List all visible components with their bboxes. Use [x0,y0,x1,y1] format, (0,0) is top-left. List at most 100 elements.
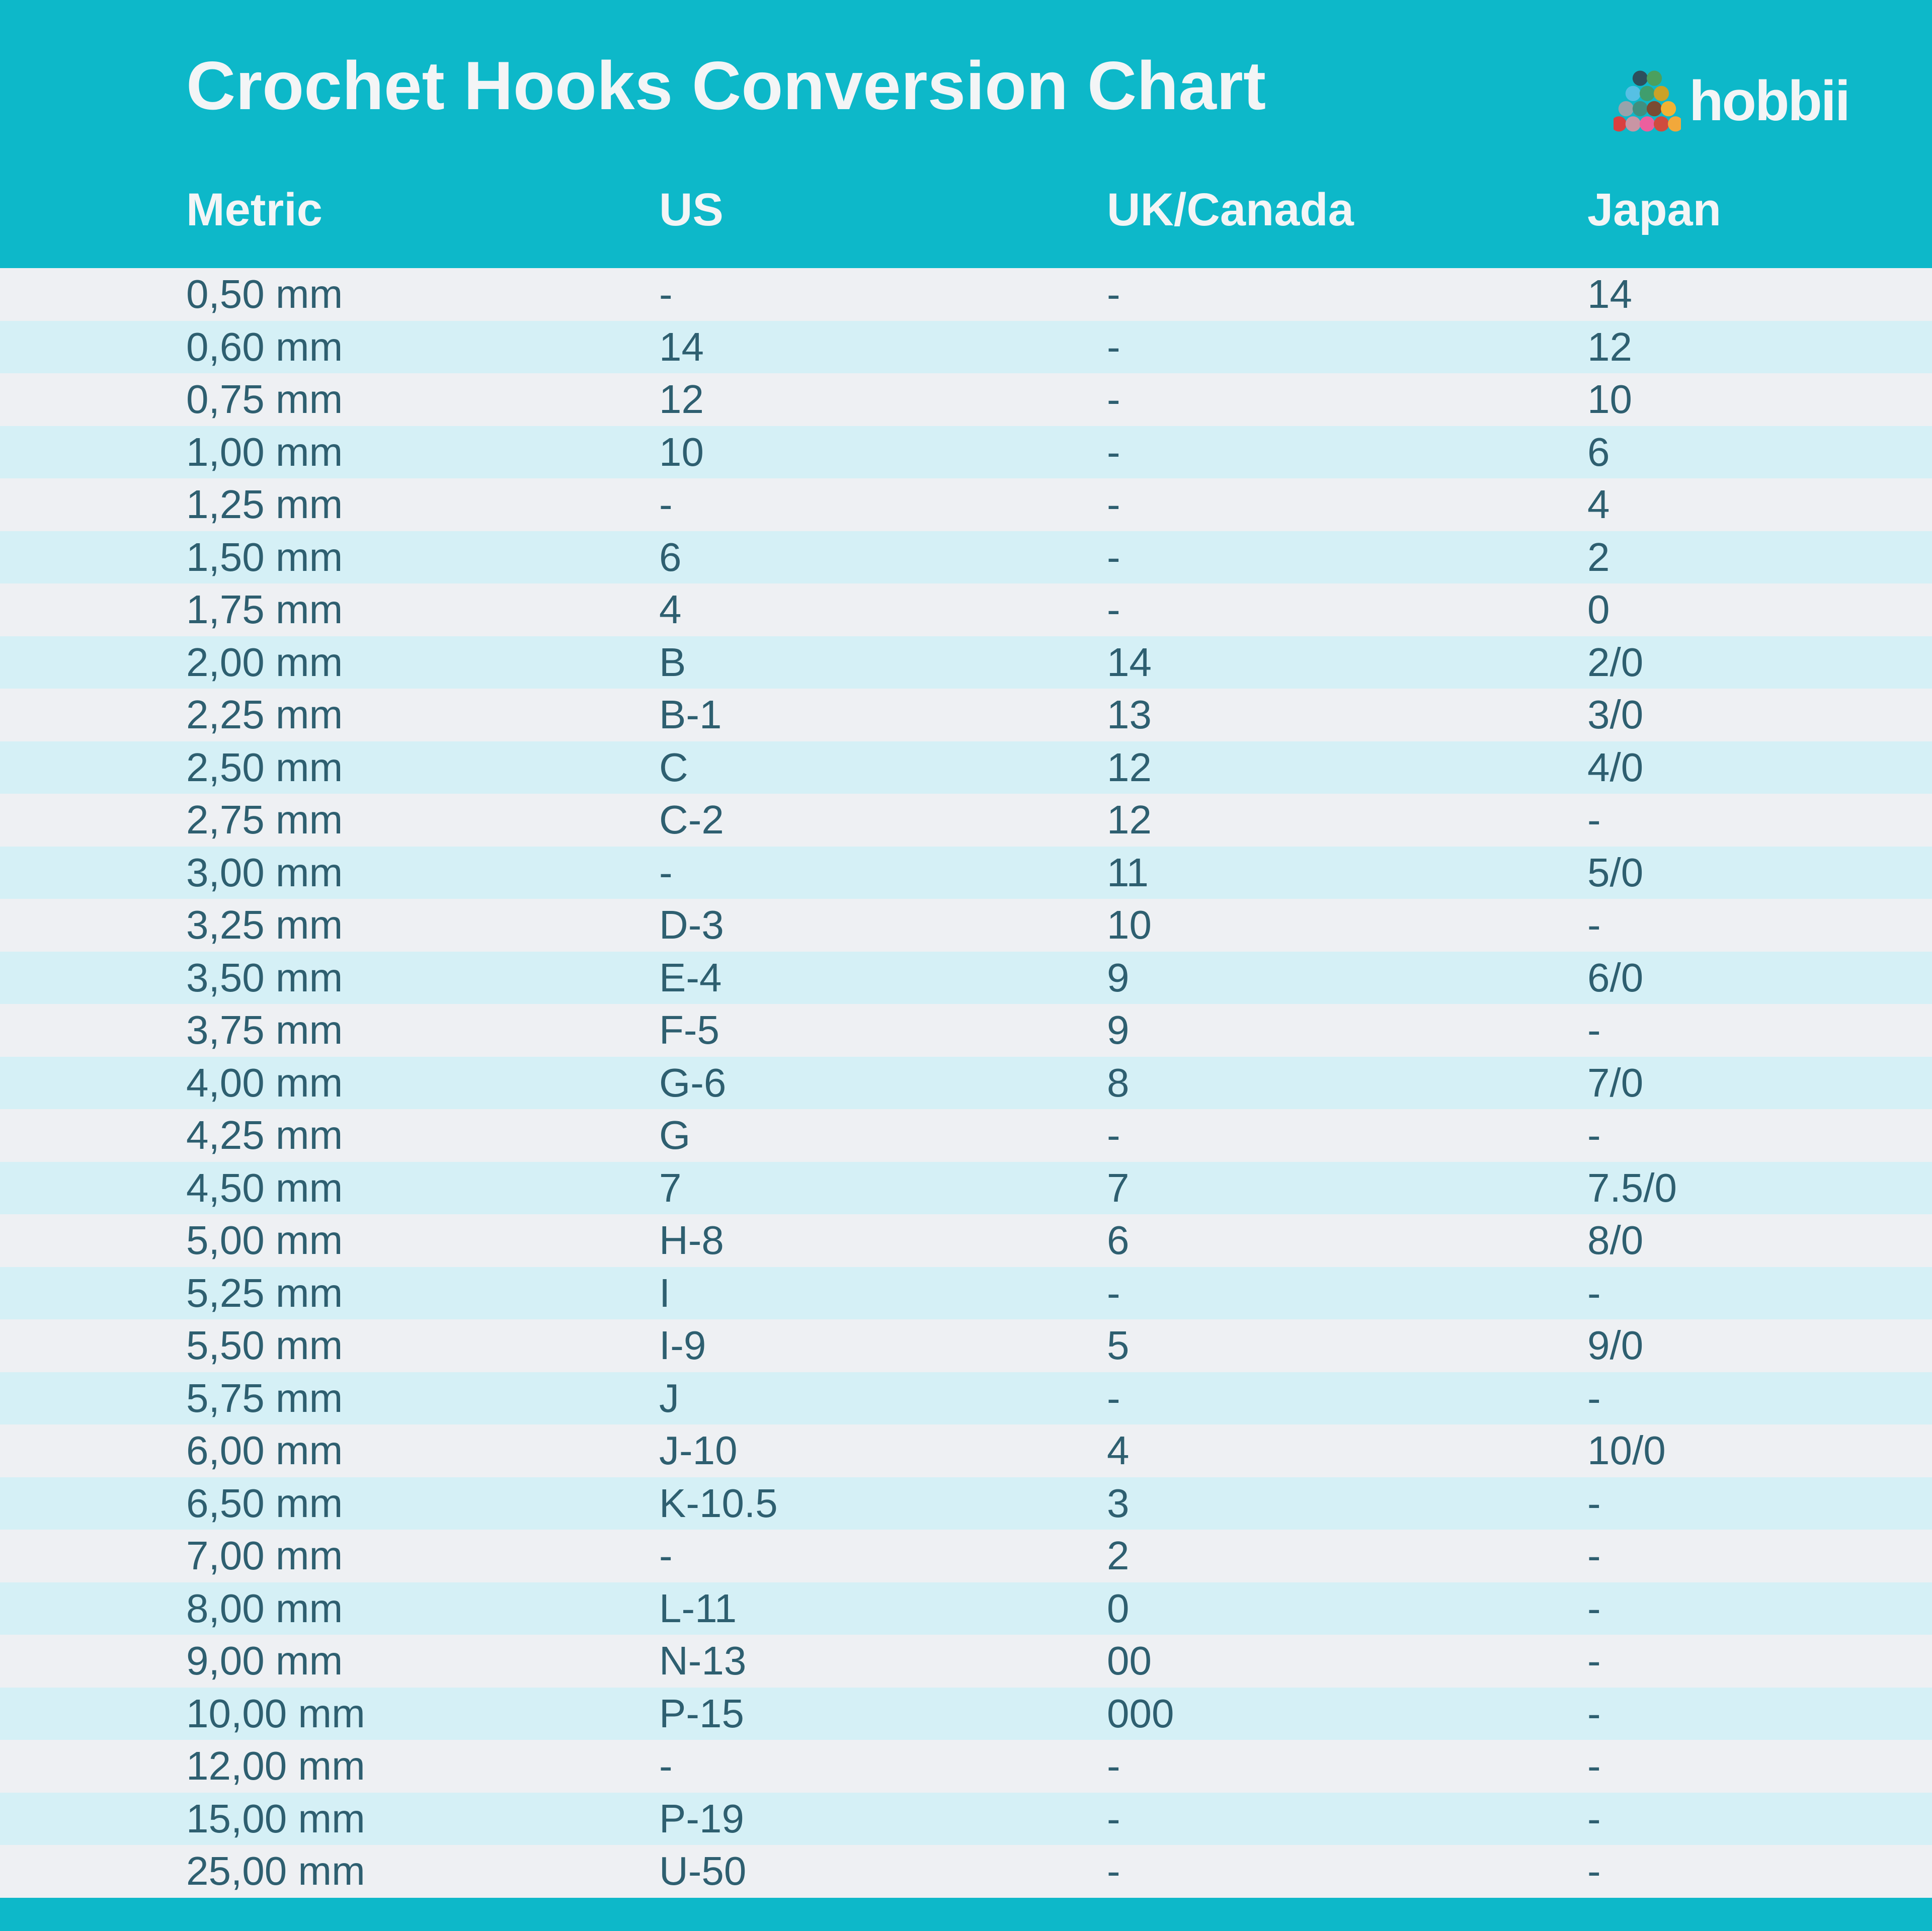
table-cell: 2,00 mm [186,639,343,685]
table-row: 6,50 mm K-10.5 3 - [0,1477,1932,1530]
table-cell: - [1107,482,1120,527]
table-cell: 12 [659,377,704,422]
table-cell: 6 [1107,1218,1130,1263]
table-cell: C-2 [659,797,724,843]
table-cell: - [1107,587,1120,632]
table-cell: 5,25 mm [186,1270,343,1315]
table-cell: 000 [1107,1691,1174,1736]
table-row: 15,00 mm P-19 - - [0,1792,1932,1845]
table-cell: 1,25 mm [186,482,343,527]
table-cell: 3/0 [1587,692,1644,737]
table-cell: - [1587,1796,1601,1841]
table-row: 2,00 mm B 14 2/0 [0,636,1932,689]
table-cell: 4/0 [1587,744,1644,790]
table-cell: - [659,1533,673,1578]
table-cell: 5,50 mm [186,1323,343,1368]
yarn-ball [1639,116,1655,132]
table-cell: 8 [1107,1060,1130,1105]
table-cell: - [1587,1585,1601,1631]
table-cell: 10 [1587,377,1632,422]
table-cell: 10 [1107,902,1152,948]
table-cell: 4 [659,587,682,632]
table-cell: 7 [1107,1165,1130,1210]
yarn-ball [1654,86,1669,101]
table-cell: - [659,1743,673,1789]
table-row: 2,25 mm B-1 13 3/0 [0,689,1932,741]
table-cell: E-4 [659,955,722,1000]
table-cell: H-8 [659,1218,724,1263]
table-cell: 1,50 mm [186,534,343,579]
yarn-ball [1647,70,1662,86]
table-cell: - [659,850,673,895]
table-cell: - [1587,1638,1601,1684]
yarn-ball [1618,101,1634,117]
table-cell: 0 [1587,587,1610,632]
table-body: 0,50 mm - -14 0,60 mm 14-12 0,75 mm 12-10 1,00 … [0,268,1932,1898]
column-header: US [659,184,723,235]
table-cell: B [659,639,686,685]
table-cell: 4,50 mm [186,1165,343,1210]
table-cell: 10 [659,429,704,474]
table-cell: C [659,744,688,790]
table-row: 4,00 mm G-6 8 7/0 [0,1056,1932,1109]
table-cell: 12 [1587,324,1632,369]
table-row: 0,60 mm 14 - 12 [0,320,1932,373]
yarn-ball [1625,116,1641,132]
table-cell: 14 [659,324,704,369]
table-row: 10,00 mm P-15 000 - [0,1687,1932,1740]
table-cell: 7 [659,1165,682,1210]
table-cell: 3,50 mm [186,955,343,1000]
table-cell: 4,00 mm [186,1060,343,1105]
table-cell: 3 [1107,1480,1130,1526]
table-cell: 00 [1107,1638,1152,1684]
table-cell: 10/0 [1587,1428,1666,1473]
table-cell: 5,00 mm [186,1218,343,1263]
table-cell: - [1107,429,1120,474]
table-row: 1,00 mm 10 - 6 [0,426,1932,478]
yarn-ball [1614,116,1627,132]
table-cell: - [1107,534,1120,579]
table-cell: 5,75 mm [186,1375,343,1420]
table-row: 9,00 mm N-13 00 - [0,1635,1932,1688]
table-cell: 6 [659,534,682,579]
table-header: Metric US UK/Canada Japan [0,166,1932,268]
table-row: 5,75 mm J - - [0,1372,1932,1424]
table-cell: 12 [1107,744,1152,790]
table-cell: 0,60 mm [186,324,343,369]
yarn-ball [1632,101,1648,117]
header-band: Crochet Hooks Conversion Chart hobbii [0,0,1932,166]
table-cell: 8,00 mm [186,1585,343,1631]
table-cell: 0 [1107,1585,1130,1631]
table-cell: 2/0 [1587,639,1644,685]
table-cell: 5 [1107,1323,1130,1368]
table-cell: - [1107,324,1120,369]
yarn-ball [1668,116,1681,132]
table-cell: 2 [1587,534,1610,579]
table-row: 6,00 mm J-10 4 10/0 [0,1424,1932,1477]
yarn-ball [1632,70,1648,86]
table-cell: 5/0 [1587,850,1644,895]
table-cell: J-10 [659,1428,738,1473]
table-row: 1,25 mm - - 4 [0,478,1932,531]
table-cell: 4,25 mm [186,1113,343,1158]
table-cell: L-11 [659,1585,737,1631]
table-cell: G [659,1113,691,1158]
table-cell: G-6 [659,1060,727,1105]
conversion-table: Metric US UK/Canada Japan 0,50 mm - -14 0,60 m… [0,166,1932,1898]
table-row: 5,50 mm I-9 5 9/0 [0,1319,1932,1372]
table-cell: 2,50 mm [186,744,343,790]
table-row: 1,50 mm 6 - 2 [0,531,1932,583]
table-cell: 10,00 mm [186,1691,365,1736]
table-cell: 14 [1107,639,1152,685]
table-cell: 14 [1587,272,1632,317]
table-row: 5,25 mm I - - [0,1267,1932,1319]
yarn-ball [1654,116,1669,132]
table-cell: 0,50 mm [186,272,343,317]
table-cell: I [659,1270,671,1315]
table-cell: - [1107,377,1120,422]
table-cell: - [1587,1533,1601,1578]
table-cell: B-1 [659,692,722,737]
table-cell: - [1107,1796,1120,1841]
page-title: Crochet Hooks Conversion Chart [186,47,1266,124]
table-row: 4,25 mm G - - [0,1109,1932,1162]
